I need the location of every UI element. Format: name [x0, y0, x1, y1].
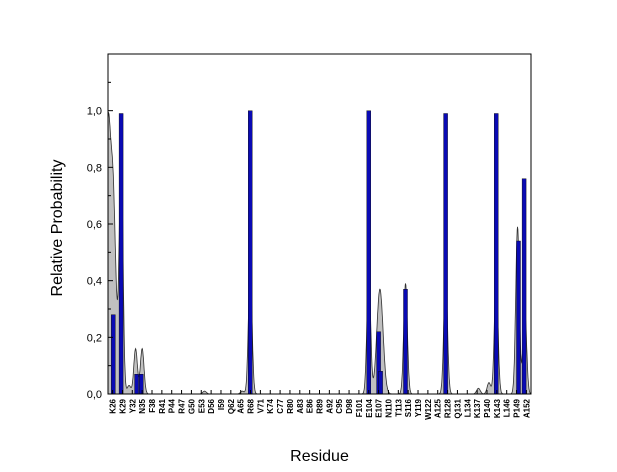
bar-4 [247, 110, 253, 395]
bar-7 [378, 371, 383, 395]
x-tick-label: E104 [365, 398, 374, 417]
x-tick-label: K26 [109, 398, 118, 413]
y-tick-label: 0,0 [87, 389, 102, 401]
bar-5 [366, 110, 371, 395]
x-tick-label: N110 [385, 398, 394, 417]
bar-12 [521, 178, 527, 395]
x-tick-label: A152 [522, 398, 531, 418]
x-tick-label: S116 [404, 398, 413, 417]
probability-bar-layer [111, 110, 527, 395]
x-tick-label: L134 [463, 398, 472, 417]
x-tick-label: N35 [138, 398, 147, 413]
x-tick-label: P140 [483, 398, 492, 417]
x-tick-label: E107 [375, 398, 384, 417]
x-tick-label: F38 [148, 398, 157, 412]
x-axis-title: Residue [290, 448, 349, 465]
x-tick-label: R47 [178, 398, 187, 413]
y-tick-label: 0,4 [87, 276, 102, 288]
plot-frame [107, 53, 532, 395]
y-axis-title: Relative Probability [49, 160, 66, 297]
x-tick-label: G50 [187, 398, 196, 414]
x-tick-label: K137 [473, 398, 482, 418]
x-tick-label: C77 [276, 398, 285, 413]
x-tick-label: A65 [237, 398, 246, 413]
x-tick-label: F101 [355, 398, 364, 417]
x-tick-label: A92 [325, 398, 334, 413]
x-tick-label: R68 [247, 398, 256, 413]
bar-2 [134, 374, 139, 395]
bar-11 [516, 240, 521, 395]
x-axis: K26 K29 Y32 N35 F38 R41 P44 R47 G50 E53 D56 I59 Q62 A… [109, 390, 531, 420]
x-tick-label: Q131 [453, 398, 462, 418]
bar-1 [118, 113, 124, 395]
x-tick-label: P44 [168, 398, 177, 413]
x-tick-label: T113 [394, 398, 403, 416]
x-tick-label: Y119 [414, 398, 423, 417]
x-tick-label: C95 [335, 398, 344, 413]
y-tick-label: 0,8 [87, 162, 102, 174]
x-tick-label: K29 [119, 398, 128, 413]
x-tick-label: D98 [345, 398, 354, 413]
x-tick-label: R128 [444, 398, 453, 418]
x-tick-label: K74 [266, 398, 275, 413]
x-tick-label: V71 [256, 398, 265, 413]
x-tick-label: E53 [197, 398, 206, 413]
bar-8 [403, 289, 408, 395]
probability-area [107, 111, 532, 395]
y-tick-label: 0,2 [87, 332, 102, 344]
x-tick-label: R80 [286, 398, 295, 413]
x-tick-label: D56 [207, 398, 216, 413]
x-tick-label: P149 [513, 398, 522, 417]
y-tick-label: 0,6 [87, 219, 102, 231]
x-tick-label: R41 [158, 398, 167, 413]
x-tick-label: E86 [306, 398, 315, 413]
bar-9 [443, 113, 448, 395]
x-tick-label: Q62 [227, 398, 236, 414]
x-tick-label: I59 [217, 398, 226, 410]
x-tick-label: A125 [434, 398, 443, 418]
y-axis: 0,0 0,2 0,4 0,6 0,8 1,0 [87, 53, 113, 401]
x-tick-label: A83 [296, 398, 305, 413]
x-tick-label: R89 [316, 398, 325, 413]
y-tick-label: 1,0 [87, 106, 102, 118]
x-tick-label: Y32 [128, 398, 137, 413]
x-tick-label: K143 [493, 398, 502, 418]
x-tick-label: W122 [424, 398, 433, 419]
bar-10 [494, 113, 499, 395]
bar-0 [111, 314, 116, 395]
probability-area-layer [107, 111, 532, 395]
x-tick-label: L146 [503, 398, 512, 417]
